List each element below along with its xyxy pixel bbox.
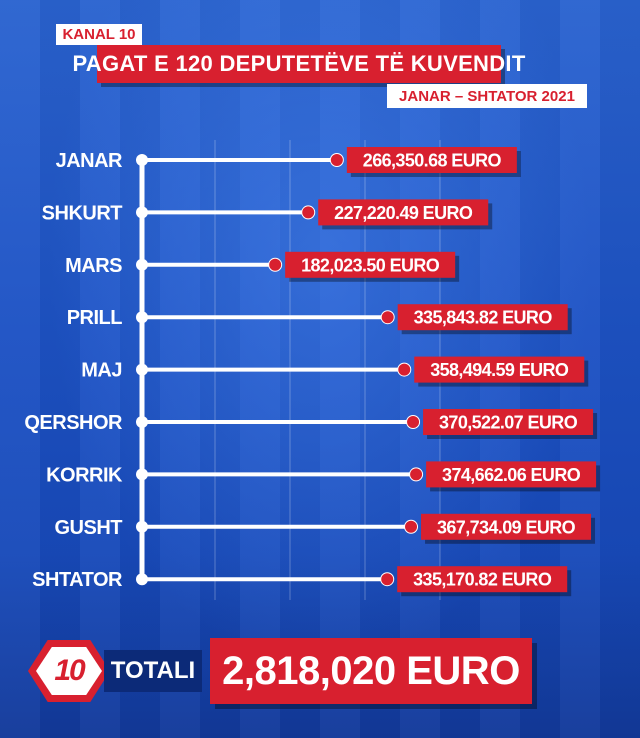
bar-end-dot-4 xyxy=(397,362,412,377)
logo-text: 10 xyxy=(54,654,85,687)
chart-title: PAGAT E 120 DEPUTETËVE TË KUVENDIT xyxy=(72,45,525,83)
total-value: 2,818,020 EURO xyxy=(222,648,520,693)
value-label-box-6 xyxy=(426,461,597,488)
kanal10-logo: 10 xyxy=(28,640,110,702)
bar-start-dot-4 xyxy=(136,363,148,376)
value-label-box-2 xyxy=(285,251,456,278)
value-label-box-7 xyxy=(421,513,592,540)
category-label-3: PRILL xyxy=(67,307,123,329)
value-label-box-0 xyxy=(346,147,517,173)
value-label-1: 227,220.49 EURO xyxy=(334,203,473,223)
total-value-box: 2,818,020 EURO xyxy=(210,638,532,704)
bar-end-dot-8 xyxy=(380,572,395,587)
chart-subtitle: JANAR – SHTATOR 2021 xyxy=(387,84,587,108)
value-label-5: 370,522.07 EURO xyxy=(439,413,578,433)
value-label-box-8 xyxy=(397,566,568,593)
total-label: TOTALI xyxy=(110,657,196,684)
bar-end-dot-5 xyxy=(406,415,421,429)
bar-start-dot-0 xyxy=(136,154,148,166)
category-label-0: JANAR xyxy=(56,150,123,172)
category-label-2: MARS xyxy=(65,255,122,277)
bar-start-dot-2 xyxy=(136,258,148,271)
category-label-6: KORRIK xyxy=(46,464,123,486)
value-label-box-1 xyxy=(318,199,489,226)
total-label-box: TOTALI xyxy=(104,650,202,692)
bar-end-dot-6 xyxy=(409,467,424,482)
value-label-7: 367,734.09 EURO xyxy=(437,517,576,537)
bar-start-dot-5 xyxy=(136,416,148,428)
bar-end-dot-2 xyxy=(268,257,283,272)
value-label-box-5 xyxy=(423,409,594,435)
bar-start-dot-3 xyxy=(136,311,148,324)
category-label-4: MAJ xyxy=(81,360,122,382)
category-label-1: SHKURT xyxy=(42,202,123,224)
value-label-box-3 xyxy=(397,304,568,331)
bar-start-dot-7 xyxy=(136,520,148,533)
value-label-2: 182,023.50 EURO xyxy=(301,255,440,275)
category-label-7: GUSHT xyxy=(55,517,123,539)
category-label-8: SHTATOR xyxy=(32,569,123,591)
bar-end-dot-1 xyxy=(301,205,316,220)
bar-end-dot-3 xyxy=(380,310,395,325)
bar-start-dot-1 xyxy=(136,206,148,219)
value-label-8: 335,170.82 EURO xyxy=(413,570,552,590)
value-label-box-4 xyxy=(414,356,585,383)
bar-end-dot-0 xyxy=(329,153,344,167)
bar-start-dot-8 xyxy=(136,573,148,586)
category-label-5: QERSHOR xyxy=(24,412,123,434)
value-label-4: 358,494.59 EURO xyxy=(430,360,569,380)
value-label-3: 335,843.82 EURO xyxy=(414,308,553,328)
bar-start-dot-6 xyxy=(136,468,148,481)
channel-badge: KANAL 10 xyxy=(56,24,142,45)
value-label-6: 374,662.06 EURO xyxy=(442,465,581,485)
value-label-0: 266,350.68 EURO xyxy=(363,151,502,171)
bar-end-dot-7 xyxy=(404,519,419,534)
